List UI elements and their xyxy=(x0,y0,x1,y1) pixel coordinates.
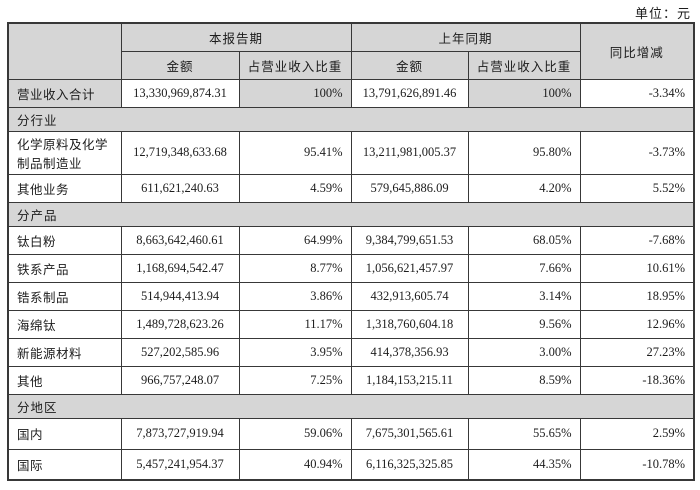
yoy-cell: -7.68% xyxy=(579,225,695,255)
yoy-cell: -18.36% xyxy=(579,365,695,395)
current-amount-cell: 13,330,969,874.31 xyxy=(120,78,240,108)
row-label-cell: 钛白粉 xyxy=(7,225,122,255)
current-amount-header: 金额 xyxy=(120,50,240,80)
prior-pct-cell: 4.20% xyxy=(467,173,581,203)
row-label-cell: 其他业务 xyxy=(7,173,122,203)
yoy-cell: 27.23% xyxy=(579,337,695,367)
prior-amount-cell: 432,913,605.74 xyxy=(350,281,469,311)
prior-pct-header: 占营业收入比重 xyxy=(467,50,581,80)
current-amount-cell: 1,489,728,623.26 xyxy=(120,309,240,339)
prior-amount-cell: 13,211,981,005.37 xyxy=(350,130,469,175)
prior-pct-cell: 68.05% xyxy=(467,225,581,255)
section-row: 分产品 xyxy=(7,201,695,227)
data-row: 国际 5,457,241,954.37 40.94% 6,116,325,325.85… xyxy=(7,448,695,481)
current-pct-cell: 40.94% xyxy=(238,448,352,481)
yoy-cell: 18.95% xyxy=(579,281,695,311)
prior-amount-cell: 1,318,760,604.18 xyxy=(350,309,469,339)
prior-period-header: 上年同期 xyxy=(350,22,581,52)
prior-amount-cell: 1,056,621,457.97 xyxy=(350,253,469,283)
table-header: 本报告期 上年同期 同比增减 金额 占营业收入比重 金额 占营业收入比重 xyxy=(7,22,695,80)
current-amount-cell: 8,663,642,460.61 xyxy=(120,225,240,255)
data-row: 新能源材料 527,202,585.96 3.95% 414,378,356.93 3.… xyxy=(7,337,695,367)
current-amount-cell: 7,873,727,919.94 xyxy=(120,417,240,450)
prior-amount-cell: 13,791,626,891.46 xyxy=(350,78,469,108)
current-pct-cell: 7.25% xyxy=(238,365,352,395)
current-amount-cell: 12,719,348,633.68 xyxy=(120,130,240,175)
data-row: 其他 966,757,248.07 7.25% 1,184,153,215.11 8.5… xyxy=(7,365,695,395)
current-pct-cell: 3.95% xyxy=(238,337,352,367)
current-pct-cell: 59.06% xyxy=(238,417,352,450)
prior-amount-cell: 1,184,153,215.11 xyxy=(350,365,469,395)
yoy-cell: 12.96% xyxy=(579,309,695,339)
row-label-cell: 海绵钛 xyxy=(7,309,122,339)
revenue-table-body: 营业收入合计 13,330,969,874.31 100% 13,791,626,89… xyxy=(7,78,695,481)
current-pct-cell: 8.77% xyxy=(238,253,352,283)
section-label: 分行业 xyxy=(7,106,695,132)
current-period-header: 本报告期 xyxy=(120,22,352,52)
current-amount-cell: 966,757,248.07 xyxy=(120,365,240,395)
current-pct-cell: 4.59% xyxy=(238,173,352,203)
yoy-cell: -3.34% xyxy=(579,78,695,108)
yoy-cell: -10.78% xyxy=(579,448,695,481)
row-label-cell: 化学原料及化学制品制造业 xyxy=(7,130,122,175)
data-row: 化学原料及化学制品制造业 12,719,348,633.68 95.41% 13,21… xyxy=(7,130,695,175)
row-label-cell: 其他 xyxy=(7,365,122,395)
current-pct-header: 占营业收入比重 xyxy=(238,50,352,80)
prior-pct-cell: 3.00% xyxy=(467,337,581,367)
current-amount-cell: 527,202,585.96 xyxy=(120,337,240,367)
prior-pct-cell: 55.65% xyxy=(467,417,581,450)
prior-amount-cell: 6,116,325,325.85 xyxy=(350,448,469,481)
yoy-cell: -3.73% xyxy=(579,130,695,175)
current-pct-cell: 11.17% xyxy=(238,309,352,339)
prior-pct-cell: 9.56% xyxy=(467,309,581,339)
prior-amount-cell: 414,378,356.93 xyxy=(350,337,469,367)
revenue-breakdown-table: 本报告期 上年同期 同比增减 金额 占营业收入比重 金额 占营业收入比重 营业收… xyxy=(7,22,696,481)
row-label-cell: 锆系制品 xyxy=(7,281,122,311)
data-row: 海绵钛 1,489,728,623.26 11.17% 1,318,760,604.1… xyxy=(7,309,695,339)
blank-header-cell xyxy=(7,22,122,80)
unit-label: 单位：元 xyxy=(634,6,691,21)
row-label-cell: 铁系产品 xyxy=(7,253,122,283)
data-row: 铁系产品 1,168,694,542.47 8.77% 1,056,621,457.9… xyxy=(7,253,695,283)
prior-pct-cell: 8.59% xyxy=(467,365,581,395)
current-amount-cell: 1,168,694,542.47 xyxy=(120,253,240,283)
prior-pct-cell: 3.14% xyxy=(467,281,581,311)
prior-amount-cell: 579,645,886.09 xyxy=(350,173,469,203)
prior-amount-cell: 9,384,799,651.53 xyxy=(350,225,469,255)
section-row: 分地区 xyxy=(7,393,695,419)
data-row: 其他业务 611,621,240.63 4.59% 579,645,886.09 4.2… xyxy=(7,173,695,203)
current-amount-cell: 514,944,413.94 xyxy=(120,281,240,311)
current-amount-cell: 611,621,240.63 xyxy=(120,173,240,203)
prior-pct-cell: 95.80% xyxy=(467,130,581,175)
prior-amount-cell: 7,675,301,565.61 xyxy=(350,417,469,450)
current-pct-cell: 64.99% xyxy=(238,225,352,255)
current-amount-cell: 5,457,241,954.37 xyxy=(120,448,240,481)
prior-pct-cell: 7.66% xyxy=(467,253,581,283)
current-pct-cell: 100% xyxy=(238,78,352,108)
current-pct-cell: 3.86% xyxy=(238,281,352,311)
section-row: 分行业 xyxy=(7,106,695,132)
data-row: 国内 7,873,727,919.94 59.06% 7,675,301,565.61… xyxy=(7,417,695,450)
prior-amount-header: 金额 xyxy=(350,50,469,80)
prior-pct-cell: 44.35% xyxy=(467,448,581,481)
yoy-cell: 5.52% xyxy=(579,173,695,203)
row-label-cell: 新能源材料 xyxy=(7,337,122,367)
data-row: 锆系制品 514,944,413.94 3.86% 432,913,605.74 3.1… xyxy=(7,281,695,311)
yoy-cell: 2.59% xyxy=(579,417,695,450)
row-label-cell: 国际 xyxy=(7,448,122,481)
section-label: 分地区 xyxy=(7,393,695,419)
current-pct-cell: 95.41% xyxy=(238,130,352,175)
row-label-cell: 营业收入合计 xyxy=(7,78,122,108)
yoy-change-header: 同比增减 xyxy=(579,22,695,80)
yoy-cell: 10.61% xyxy=(579,253,695,283)
data-row: 营业收入合计 13,330,969,874.31 100% 13,791,626,89… xyxy=(7,78,695,108)
row-label-cell: 国内 xyxy=(7,417,122,450)
section-label: 分产品 xyxy=(7,201,695,227)
data-row: 钛白粉 8,663,642,460.61 64.99% 9,384,799,651.5… xyxy=(7,225,695,255)
prior-pct-cell: 100% xyxy=(467,78,581,108)
